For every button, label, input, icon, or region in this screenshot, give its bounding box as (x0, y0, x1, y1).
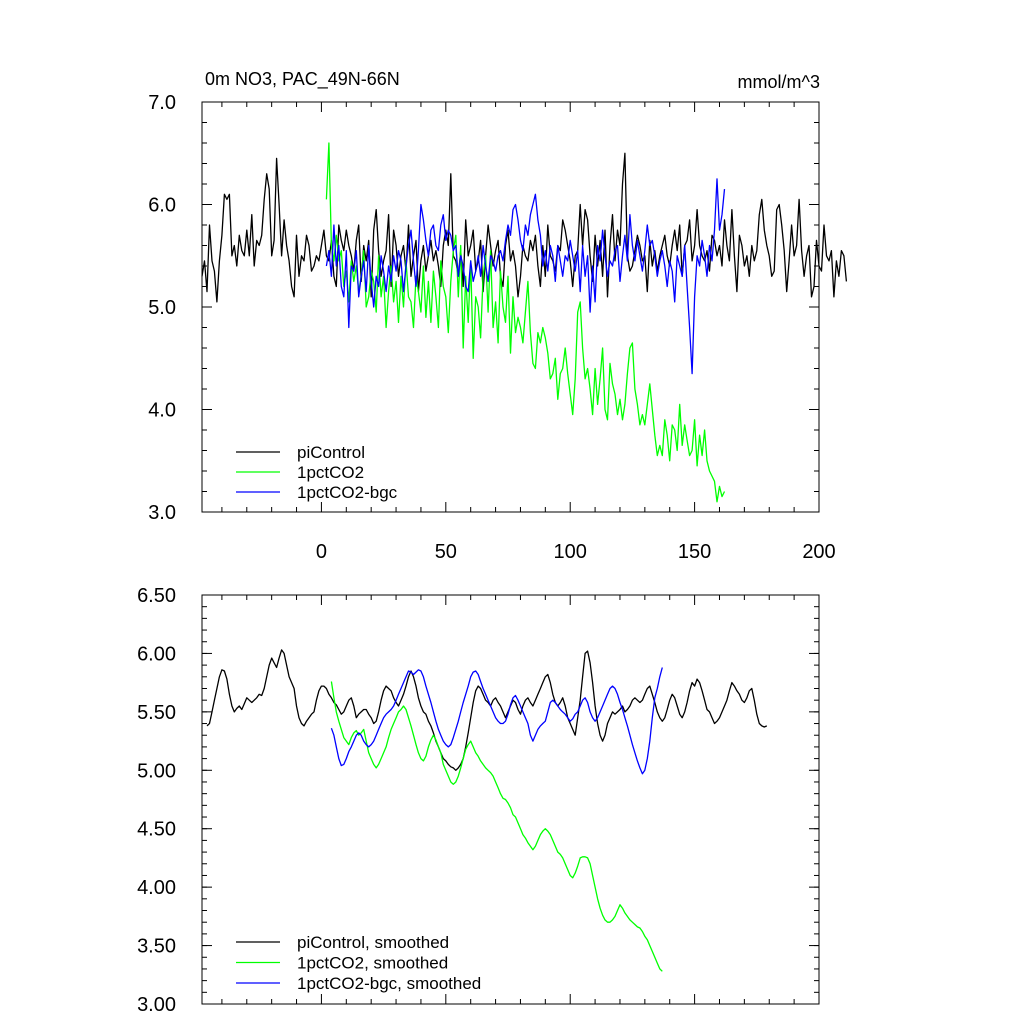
y-tick-label: 3.00 (137, 994, 176, 1016)
y-tick-label: 4.00 (137, 877, 176, 899)
series-line-1pctco2-smoothed (330, 681, 663, 972)
y-tick-label: 4.0 (148, 400, 176, 422)
y-tick-label: 5.0 (148, 297, 176, 319)
x-tick-label: 100 (554, 541, 587, 563)
top-chart-units: mmol/m^3 (738, 72, 820, 92)
y-tick-label: 3.0 (148, 502, 176, 524)
series-line-picontrol-smoothed (206, 649, 768, 771)
top-panel: 0m NO3, PAC_49N-66N mmol/m^3 3.0 4.0 5.0 6.… (148, 69, 848, 563)
bottom-panel: 3.00 3.50 4.00 4.50 5.00 5.50 6.00 6.50 piContro… (137, 585, 820, 1016)
y-tick-label: 6.00 (137, 643, 176, 665)
x-tick-label: 0 (316, 541, 327, 563)
series-line-picontrol (201, 152, 848, 303)
x-tick-label: 200 (802, 541, 835, 563)
legend-label: 1pctCO2-bgc (297, 483, 398, 502)
x-tick-label: 150 (678, 541, 711, 563)
y-tick-label: 3.50 (137, 936, 176, 958)
x-tick-label: 50 (435, 541, 457, 563)
legend-label: 1pctCO2 (297, 463, 364, 482)
series-line-1pctco2 (325, 142, 726, 503)
y-tick-label: 7.0 (148, 92, 176, 114)
bottom-plot-frame (201, 594, 820, 1005)
y-tick-label: 5.00 (137, 760, 176, 782)
series-line-1pctco2-bgc-smoothed (330, 667, 663, 775)
top-plot-frame (201, 101, 820, 513)
top-chart-title: 0m NO3, PAC_49N-66N (205, 69, 400, 90)
y-tick-label: 5.50 (137, 702, 176, 724)
legend-label: 1pctCO2, smoothed (297, 954, 448, 973)
y-tick-label: 6.0 (148, 195, 176, 217)
y-tick-label: 4.50 (137, 819, 176, 841)
legend-label: piControl (297, 443, 365, 462)
legend-label: piControl, smoothed (297, 933, 449, 952)
y-tick-label: 6.50 (137, 585, 176, 607)
legend-label: 1pctCO2-bgc, smoothed (297, 974, 481, 993)
series-line-1pctco2-bgc (325, 178, 726, 375)
